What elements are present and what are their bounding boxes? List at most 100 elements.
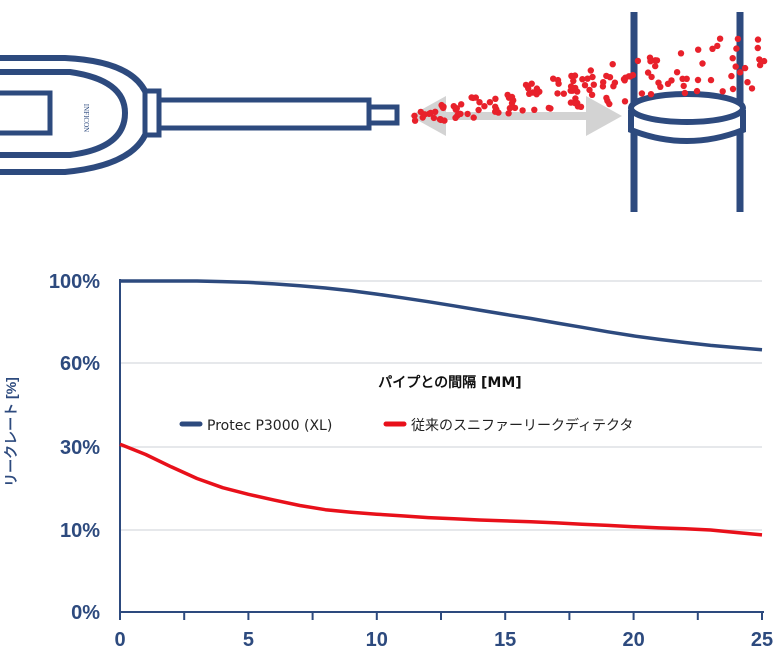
legend: Protec P3000 (XL) 従来のスニファーリークディテクタ	[179, 417, 633, 434]
gas-dot	[716, 35, 724, 42]
device-display	[0, 90, 53, 136]
gas-dot	[754, 36, 762, 43]
gas-dot	[456, 110, 463, 118]
gas-dot	[492, 103, 499, 111]
gas-dot	[603, 72, 610, 80]
gas-dot	[647, 91, 655, 98]
gas-dot	[568, 73, 575, 80]
gas-dot	[741, 64, 749, 72]
probe-tip	[366, 104, 400, 126]
sniffer-illustration: INFICON	[0, 12, 768, 212]
gas-dot	[508, 99, 516, 107]
gas-dot	[458, 101, 465, 108]
gas-dot	[567, 83, 575, 90]
gas-dot	[677, 50, 685, 57]
gas-dot	[760, 57, 768, 65]
pipe-fitting-top	[628, 91, 746, 125]
x-tick-label: 25	[751, 629, 773, 651]
gas-dot	[732, 63, 739, 70]
x-tick-label: 20	[622, 629, 644, 651]
gas-dot	[529, 89, 536, 96]
gas-dot	[584, 75, 591, 82]
gas-dot	[733, 45, 740, 52]
legend-label-conventional: 従来のスニファーリークディテクタ	[411, 417, 633, 434]
gas-dot	[453, 105, 460, 112]
gas-dot	[505, 110, 512, 117]
gas-dot	[714, 42, 721, 50]
gas-dot	[588, 91, 596, 99]
gas-dot	[531, 106, 538, 114]
y-tick-labels: 0% 10% 30% 60% 100%	[49, 271, 100, 624]
gas-dot	[481, 103, 488, 110]
pipe	[628, 12, 746, 212]
x-tick-labels: 0 5 10 15 20 25	[114, 629, 773, 651]
gas-dot	[570, 77, 577, 85]
gas-dot	[756, 61, 764, 69]
gas-dot	[587, 67, 594, 74]
gas-dot	[440, 103, 447, 110]
gas-dot	[754, 44, 761, 52]
gas-dot	[554, 90, 561, 97]
gas-dot	[586, 86, 593, 94]
probe-tube	[156, 97, 372, 131]
series-line-conventional	[119, 442, 763, 537]
gas-dot	[581, 82, 589, 89]
gas-dot	[506, 105, 514, 112]
gas-dot	[756, 56, 763, 63]
gas-dot	[464, 110, 471, 118]
x-tick-label: 5	[243, 629, 254, 651]
gas-dot	[571, 99, 579, 107]
gas-dot	[519, 107, 526, 114]
axes	[119, 279, 764, 620]
gas-dot	[599, 83, 607, 90]
gas-dot	[492, 95, 499, 103]
gas-dot	[668, 77, 675, 84]
gas-dot	[589, 73, 596, 81]
gas-dot	[657, 83, 664, 91]
gas-dot	[579, 76, 586, 83]
y-tick-label: 10%	[60, 520, 100, 542]
gas-dot	[577, 103, 585, 111]
gas-dot	[411, 112, 418, 120]
gas-dot	[634, 57, 642, 65]
gas-dot	[508, 93, 516, 101]
gas-dot	[550, 75, 557, 82]
gas-dot	[648, 73, 655, 81]
sniffer-device: INFICON	[0, 55, 400, 175]
gas-dot	[693, 87, 701, 95]
gas-dot	[707, 76, 715, 84]
gas-dot	[652, 62, 659, 70]
gas-dot	[644, 69, 652, 76]
gas-dot	[528, 80, 535, 87]
arrow-right-head	[586, 96, 622, 136]
device-handle-inner	[0, 69, 129, 158]
gas-dot	[574, 88, 581, 95]
gas-dot	[436, 116, 444, 123]
gas-dot	[476, 99, 483, 106]
gas-dot	[533, 85, 541, 92]
gas-dot	[560, 90, 567, 97]
gas-dot	[610, 83, 617, 90]
gas-dot	[590, 81, 597, 88]
x-tick-label: 15	[494, 629, 516, 651]
leak-rate-chart: 0% 10% 30% 60% 100% 0 5 10 15 20 25 リークレート [%] パイ…	[3, 271, 773, 651]
grid-lines	[120, 280, 762, 531]
series-lines	[119, 279, 763, 537]
gas-dot	[609, 60, 616, 68]
gas-dot	[470, 114, 477, 121]
gas-dot	[411, 117, 419, 124]
y-tick-label: 0%	[71, 602, 100, 624]
y-tick-label: 60%	[60, 353, 100, 375]
gas-dot	[709, 45, 716, 52]
gas-dot	[629, 71, 637, 79]
gas-dot	[421, 111, 428, 118]
legend-label-protec: Protec P3000 (XL)	[207, 418, 332, 434]
gas-dot	[555, 80, 562, 87]
gas-dot	[525, 85, 532, 92]
chart-title: パイプとの間隔 [MM]	[378, 375, 521, 391]
legend-item-protec: Protec P3000 (XL)	[179, 418, 332, 434]
y-tick-label: 30%	[60, 437, 100, 459]
gas-dot	[486, 99, 494, 106]
gas-dot	[621, 98, 629, 105]
gas-dot	[744, 79, 751, 86]
